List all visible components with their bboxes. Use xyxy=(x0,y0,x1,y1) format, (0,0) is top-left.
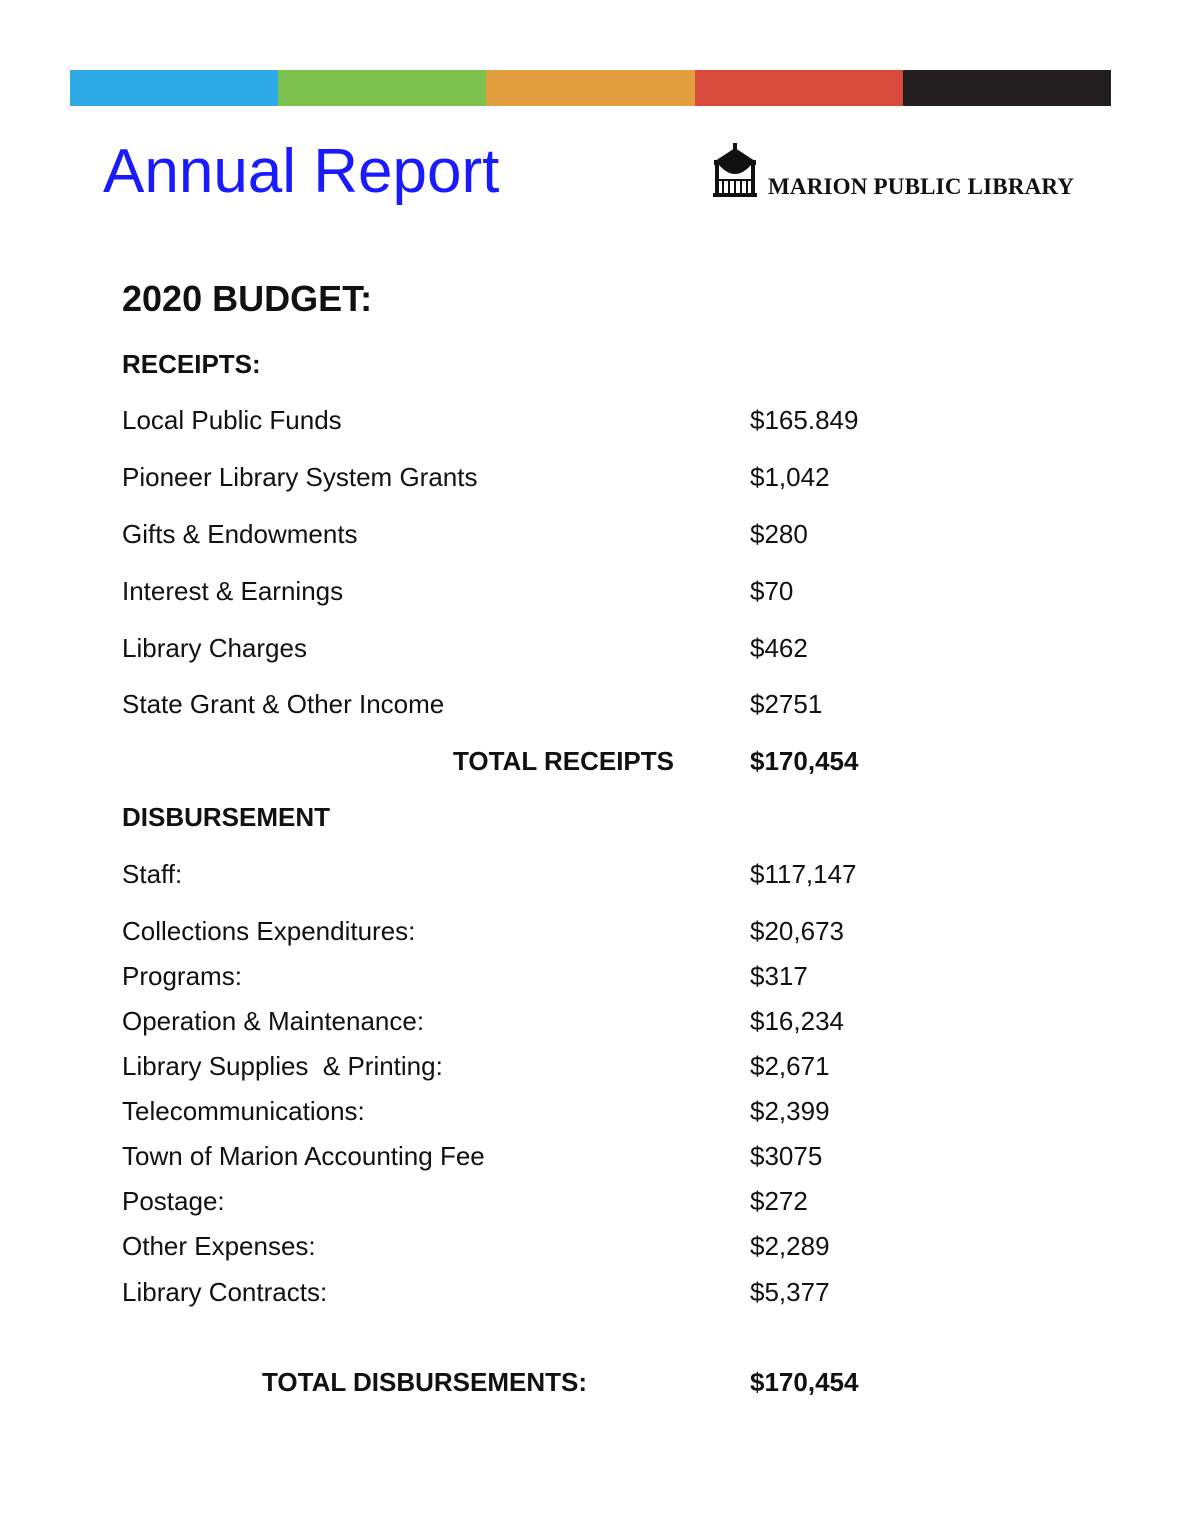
page-title: Annual Report xyxy=(103,137,500,206)
receipt-value: $2751 xyxy=(750,689,823,719)
total-receipts-value: $170,454 xyxy=(750,746,859,776)
receipt-value: $1,042 xyxy=(750,462,830,492)
budget-heading: 2020 BUDGET: xyxy=(122,278,373,319)
receipt-label: State Grant & Other Income xyxy=(122,689,445,719)
disbursement-label: Telecommunications: xyxy=(122,1096,365,1126)
disbursement-value: $2,671 xyxy=(750,1051,830,1081)
receipt-value: $462 xyxy=(750,633,808,663)
gazebo-icon xyxy=(713,143,757,197)
disbursement-value: $317 xyxy=(750,961,808,991)
disbursement-label: Collections Expenditures: xyxy=(122,916,416,946)
disbursement-label: Programs: xyxy=(122,961,242,991)
disbursement-value: $117,147 xyxy=(750,859,857,889)
receipt-value: $70 xyxy=(750,576,794,606)
disbursement-value: $2,289 xyxy=(750,1231,830,1261)
disbursement-value: $5,377 xyxy=(750,1277,830,1307)
disbursement-label: Operation & Maintenance: xyxy=(122,1006,425,1036)
disbursement-label: Library Contracts: xyxy=(122,1277,328,1307)
disbursement-label: Library Supplies & Printing: xyxy=(122,1051,443,1081)
receipt-label: Local Public Funds xyxy=(122,405,342,435)
total-disbursements-label: TOTAL DISBURSEMENTS: xyxy=(262,1367,588,1397)
receipt-label: Interest & Earnings xyxy=(122,576,344,606)
disbursement-value: $16,234 xyxy=(750,1006,844,1036)
total-disbursements-value: $170,454 xyxy=(750,1367,859,1397)
disbursement-value: $2,399 xyxy=(750,1096,830,1126)
receipt-value: $280 xyxy=(750,519,808,549)
disbursement-value: $272 xyxy=(750,1186,808,1216)
library-logo: MARION PUBLIC LIBRARY xyxy=(712,143,1075,199)
disbursement-value: $20,673 xyxy=(750,916,844,946)
logo-text: MARION PUBLIC LIBRARY xyxy=(768,174,1075,199)
receipt-label: Pioneer Library System Grants xyxy=(122,462,478,492)
receipt-label: Gifts & Endowments xyxy=(122,519,358,549)
receipt-value: $165.849 xyxy=(750,405,859,435)
receipts-heading: RECEIPTS: xyxy=(122,349,261,379)
color-bar-black xyxy=(902,70,1112,106)
disbursement-value: $3075 xyxy=(750,1141,823,1171)
disbursement-label: Postage: xyxy=(122,1186,225,1216)
color-bar-orange xyxy=(486,70,695,106)
disbursement-label: Other Expenses: xyxy=(122,1231,316,1261)
disbursement-label: Staff: xyxy=(122,859,183,889)
receipt-label: Library Charges xyxy=(122,633,307,663)
color-bar-green xyxy=(278,70,487,106)
disbursement-heading: DISBURSEMENT xyxy=(122,802,331,832)
color-bar-red xyxy=(694,70,903,106)
total-receipts-label: TOTAL RECEIPTS xyxy=(452,746,674,776)
color-bar xyxy=(70,70,1112,106)
disbursement-label: Town of Marion Accounting Fee xyxy=(122,1141,485,1171)
color-bar-blue xyxy=(70,70,279,106)
